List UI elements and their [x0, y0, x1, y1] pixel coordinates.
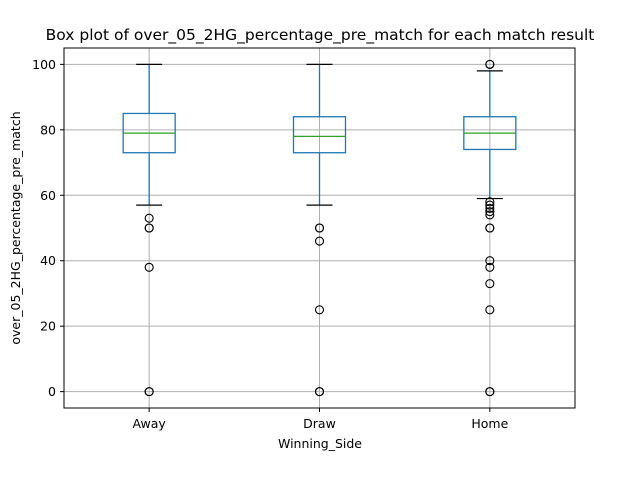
outlier-point — [314, 387, 325, 397]
outlier-point — [485, 200, 495, 210]
outlier-point — [485, 59, 495, 69]
box-group-away — [122, 63, 176, 397]
x-tick-label: Draw — [303, 416, 336, 431]
outlier-point — [485, 279, 495, 289]
outlier-point — [485, 223, 495, 233]
outlier-point — [485, 207, 495, 217]
y-axis-label: over_05_2HG_percentage_pre_match — [8, 111, 23, 344]
x-tick-label: Home — [471, 416, 508, 431]
y-tick-label: 20 — [40, 319, 56, 334]
axis-ticks: 0 20 40 60 80 100 Away Draw Home — [32, 57, 508, 431]
box-plot-series — [122, 59, 517, 397]
outlier-point — [485, 210, 495, 220]
outlier-point — [485, 256, 495, 266]
outlier-point — [485, 203, 495, 213]
outlier-point — [314, 223, 325, 233]
iqr-box — [292, 116, 347, 154]
box-group-home — [463, 59, 517, 397]
outlier-point — [485, 387, 495, 397]
chart-title: Box plot of over_05_2HG_percentage_pre_m… — [46, 26, 595, 45]
outlier-point — [485, 305, 495, 315]
outlier-point — [144, 213, 154, 223]
x-axis-label: Winning_Side — [278, 436, 362, 451]
x-tick-label: Away — [133, 416, 167, 431]
outlier-point — [314, 305, 325, 315]
outlier-point — [144, 223, 154, 233]
y-tick-label: 40 — [40, 253, 56, 268]
outlier-point — [144, 262, 154, 272]
outlier-point — [485, 197, 495, 207]
outlier-point — [314, 236, 325, 246]
outlier-point — [144, 387, 154, 397]
y-tick-label: 80 — [40, 122, 56, 137]
outlier-point — [485, 262, 495, 272]
y-tick-label: 100 — [32, 57, 56, 72]
box-group-draw — [292, 63, 347, 397]
y-tick-label: 60 — [40, 188, 56, 203]
y-tick-label: 0 — [48, 384, 56, 399]
